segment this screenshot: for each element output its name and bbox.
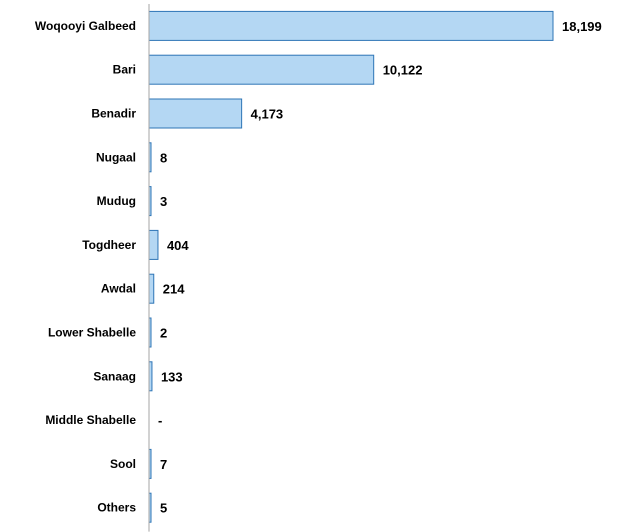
category-label: Sool	[110, 457, 136, 471]
value-label: 404	[167, 238, 189, 253]
category-label: Middle Shabelle	[45, 413, 136, 427]
category-label: Woqooyi Galbeed	[35, 19, 136, 33]
category-label: Mudug	[97, 194, 136, 208]
category-label: Nugaal	[96, 150, 136, 164]
category-label: Awdal	[101, 282, 136, 296]
category-label: Benadir	[91, 107, 136, 121]
category-label: Sanaag	[93, 369, 136, 383]
category-label: Togdheer	[82, 238, 136, 252]
value-label: 4,173	[251, 107, 284, 122]
value-label: 133	[161, 369, 183, 384]
value-label: 3	[160, 194, 167, 209]
value-label: 10,122	[383, 63, 423, 78]
value-label: 8	[160, 150, 167, 165]
bar	[148, 229, 159, 260]
value-label: 214	[163, 282, 185, 297]
value-label: 5	[160, 501, 167, 516]
category-label: Lower Shabelle	[48, 326, 136, 340]
value-label: 18,199	[562, 19, 602, 34]
value-label: -	[158, 413, 162, 428]
bar	[148, 10, 554, 41]
value-label: 2	[160, 326, 167, 341]
category-label: Bari	[113, 63, 136, 77]
bar	[148, 54, 375, 85]
bar	[148, 98, 243, 129]
bars-group: Woqooyi Galbeed 18,199 Bari 10,122 Benadir 4,…	[35, 10, 602, 523]
value-label: 7	[160, 457, 167, 472]
bar	[148, 273, 155, 304]
category-label: Others	[97, 501, 136, 515]
